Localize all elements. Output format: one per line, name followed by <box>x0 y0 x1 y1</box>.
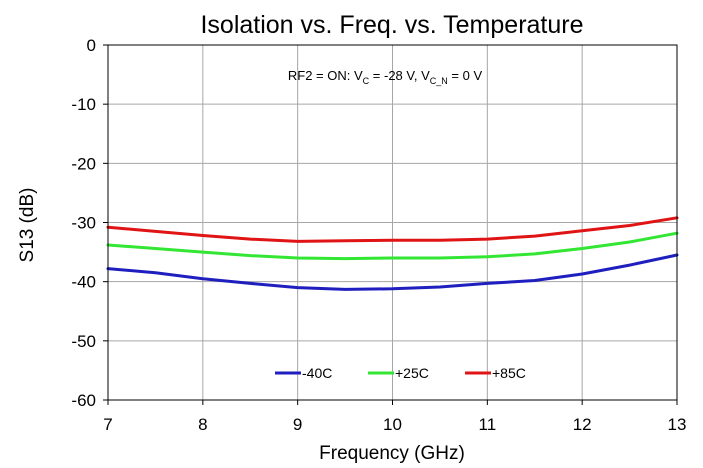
y-tick-label: 0 <box>87 36 96 55</box>
x-tick-label: 8 <box>198 415 207 434</box>
legend-label: -40C <box>302 365 332 381</box>
x-tick-label: 10 <box>383 415 402 434</box>
plot-frame <box>107 44 678 401</box>
y-tick-label: -20 <box>71 154 96 173</box>
x-axis-label: Frequency (GHz) <box>319 443 465 464</box>
x-tick-label: 7 <box>103 415 112 434</box>
x-tick-labels: 7 8 9 10 11 12 13 <box>103 415 686 434</box>
x-tick-label: 9 <box>293 415 302 434</box>
y-tick-label: -30 <box>71 214 96 233</box>
series-line-2 <box>106 216 679 243</box>
legend-label: +85C <box>492 365 526 381</box>
legend-label: +25C <box>395 365 429 381</box>
x-tick-label: 12 <box>573 415 592 434</box>
legend: -40C +25C +85C <box>275 365 526 381</box>
x-tick-label: 11 <box>479 415 497 434</box>
grid <box>103 44 678 405</box>
y-tick-label: -60 <box>71 391 96 410</box>
conditions-annotation: RF2 = ON: VC = -28 V, VC_N = 0 V <box>288 68 483 86</box>
series-line-1 <box>106 231 679 261</box>
y-tick-label: -50 <box>71 332 96 351</box>
y-tick-label: -40 <box>71 273 96 292</box>
x-tick-label: 13 <box>668 415 687 434</box>
y-tick-labels: 0 -10 -20 -30 -40 -50 -60 <box>71 36 96 410</box>
y-tick-label: -10 <box>71 95 96 114</box>
series-line-0 <box>106 253 679 291</box>
series-lines <box>106 216 679 291</box>
y-axis-label: S13 (dB) <box>17 188 38 263</box>
chart-title: Isolation vs. Freq. vs. Temperature <box>200 11 583 39</box>
